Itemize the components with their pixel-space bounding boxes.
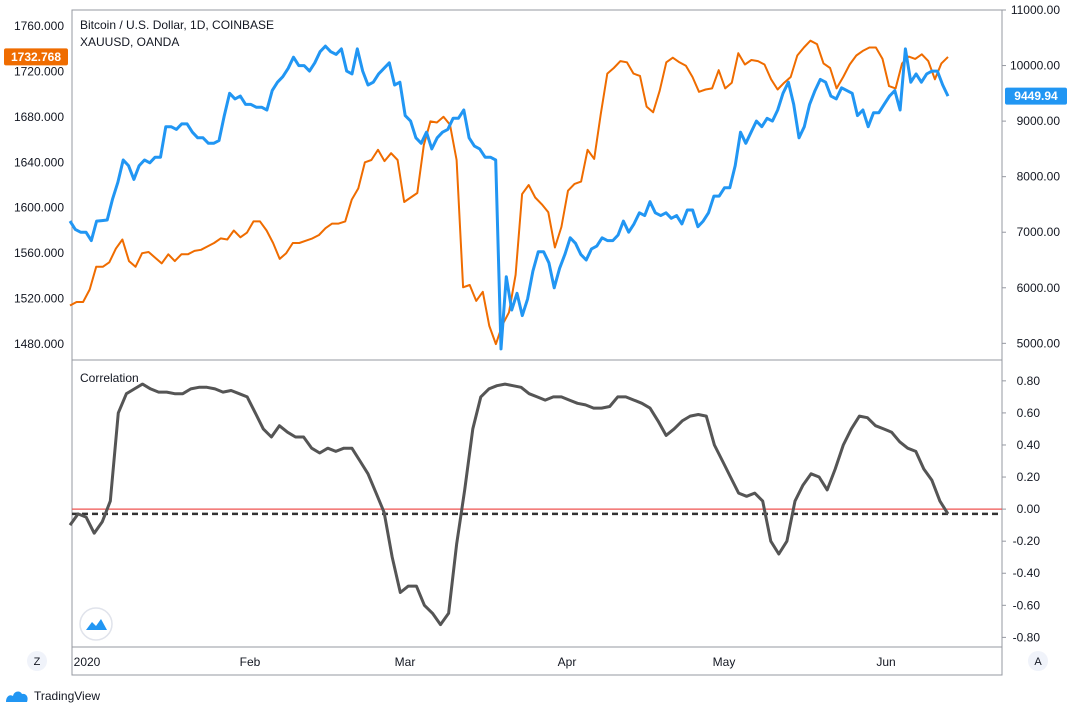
right-axis-tick-label: 6000.00 xyxy=(1017,281,1061,295)
btc-series-line xyxy=(68,44,950,351)
main-pane-frame xyxy=(71,9,1003,361)
right-axis-tick-label: 7000.00 xyxy=(1017,225,1061,239)
correlation-series-line xyxy=(68,382,950,627)
auto-scale-button-label: A xyxy=(1034,656,1042,668)
correlation-axis-tick-label: 0.20 xyxy=(1017,470,1041,484)
right-axis-tick-label: 8000.00 xyxy=(1017,170,1061,184)
left-axis-tick-label: 1720.000 xyxy=(14,64,64,78)
right-axis-tick-label: 11000.00 xyxy=(1011,3,1060,17)
left-axis-tick-label: 1480.000 xyxy=(14,337,64,351)
right-axis-tick-label: 5000.00 xyxy=(1017,336,1061,350)
correlation-axis-tick-label: -0.80 xyxy=(1013,630,1041,644)
left-axis-tick-label: 1640.000 xyxy=(14,155,64,169)
tradingview-logo-icon xyxy=(6,691,28,702)
btc-price-badge: 9449.94 xyxy=(1005,87,1067,105)
left-axis-tick-label: 1760.000 xyxy=(14,19,64,33)
correlation-pane-frame xyxy=(71,359,1003,648)
correlation-axis-tick-label: -0.60 xyxy=(1013,598,1041,612)
time-axis-tick-label: Apr xyxy=(558,655,577,669)
left-axis-tick-label: 1520.000 xyxy=(14,292,64,306)
correlation-axis-tick-label: 0.40 xyxy=(1017,438,1041,452)
xau-price-badge: 1732.768 xyxy=(4,48,68,66)
zoom-button-label: Z xyxy=(34,656,41,668)
btc-price-label: 9449.94 xyxy=(1014,89,1058,103)
legend-btc-title: Bitcoin / U.S. Dollar, 1D, COINBASE xyxy=(80,18,274,32)
right-axis-tick-label: 9000.00 xyxy=(1017,114,1061,128)
footer: TradingView xyxy=(4,686,100,706)
time-axis-tick-label: Jun xyxy=(876,655,895,669)
correlation-axis-tick-label: 0.00 xyxy=(1017,502,1041,516)
zoom-button[interactable]: Z xyxy=(27,651,47,671)
left-axis-tick-label: 1600.000 xyxy=(14,201,64,215)
left-price-axis[interactable]: 1760.000 1720.000 1680.000 1640.000 1600.000… xyxy=(14,19,64,351)
correlation-lines-group xyxy=(68,382,1002,627)
legend-xau-title: XAUUSD, OANDA xyxy=(80,35,179,49)
time-axis-frame[interactable] xyxy=(71,646,1003,676)
tradingview-watermark-button[interactable] xyxy=(79,607,113,641)
correlation-axis-tick-label: -0.40 xyxy=(1013,566,1041,580)
right-price-axis[interactable]: 11000.00 10000.00 9000.00 8000.00 7000.00 600… xyxy=(1002,3,1060,350)
correlation-axis-tick-label: 0.80 xyxy=(1017,374,1041,388)
cloud-logo-icon xyxy=(86,619,107,630)
correlation-axis-tick-label: 0.60 xyxy=(1017,406,1041,420)
right-axis-tick-label: 10000.00 xyxy=(1010,59,1060,73)
time-axis-labels: 2020 Feb Mar Apr May Jun xyxy=(74,655,896,669)
auto-scale-button[interactable]: A xyxy=(1028,651,1048,671)
xau-series-line xyxy=(69,39,949,346)
time-axis-tick-label: May xyxy=(713,655,736,669)
left-axis-tick-label: 1560.000 xyxy=(14,246,64,260)
correlation-title: Correlation xyxy=(80,371,139,385)
main-lines-group xyxy=(68,39,950,351)
left-axis-tick-label: 1680.000 xyxy=(14,110,64,124)
correlation-axis[interactable]: 0.80 0.60 0.40 0.20 0.00 -0.20 -0.40 -0.60 -0.80 xyxy=(1002,374,1040,645)
time-axis-tick-label: Feb xyxy=(240,655,261,669)
time-axis-tick-label: 2020 xyxy=(74,655,101,669)
time-axis-tick-label: Mar xyxy=(395,655,416,669)
tradingview-brand[interactable]: TradingView xyxy=(34,689,101,703)
correlation-axis-tick-label: -0.20 xyxy=(1013,534,1041,548)
xau-price-label: 1732.768 xyxy=(11,50,61,64)
